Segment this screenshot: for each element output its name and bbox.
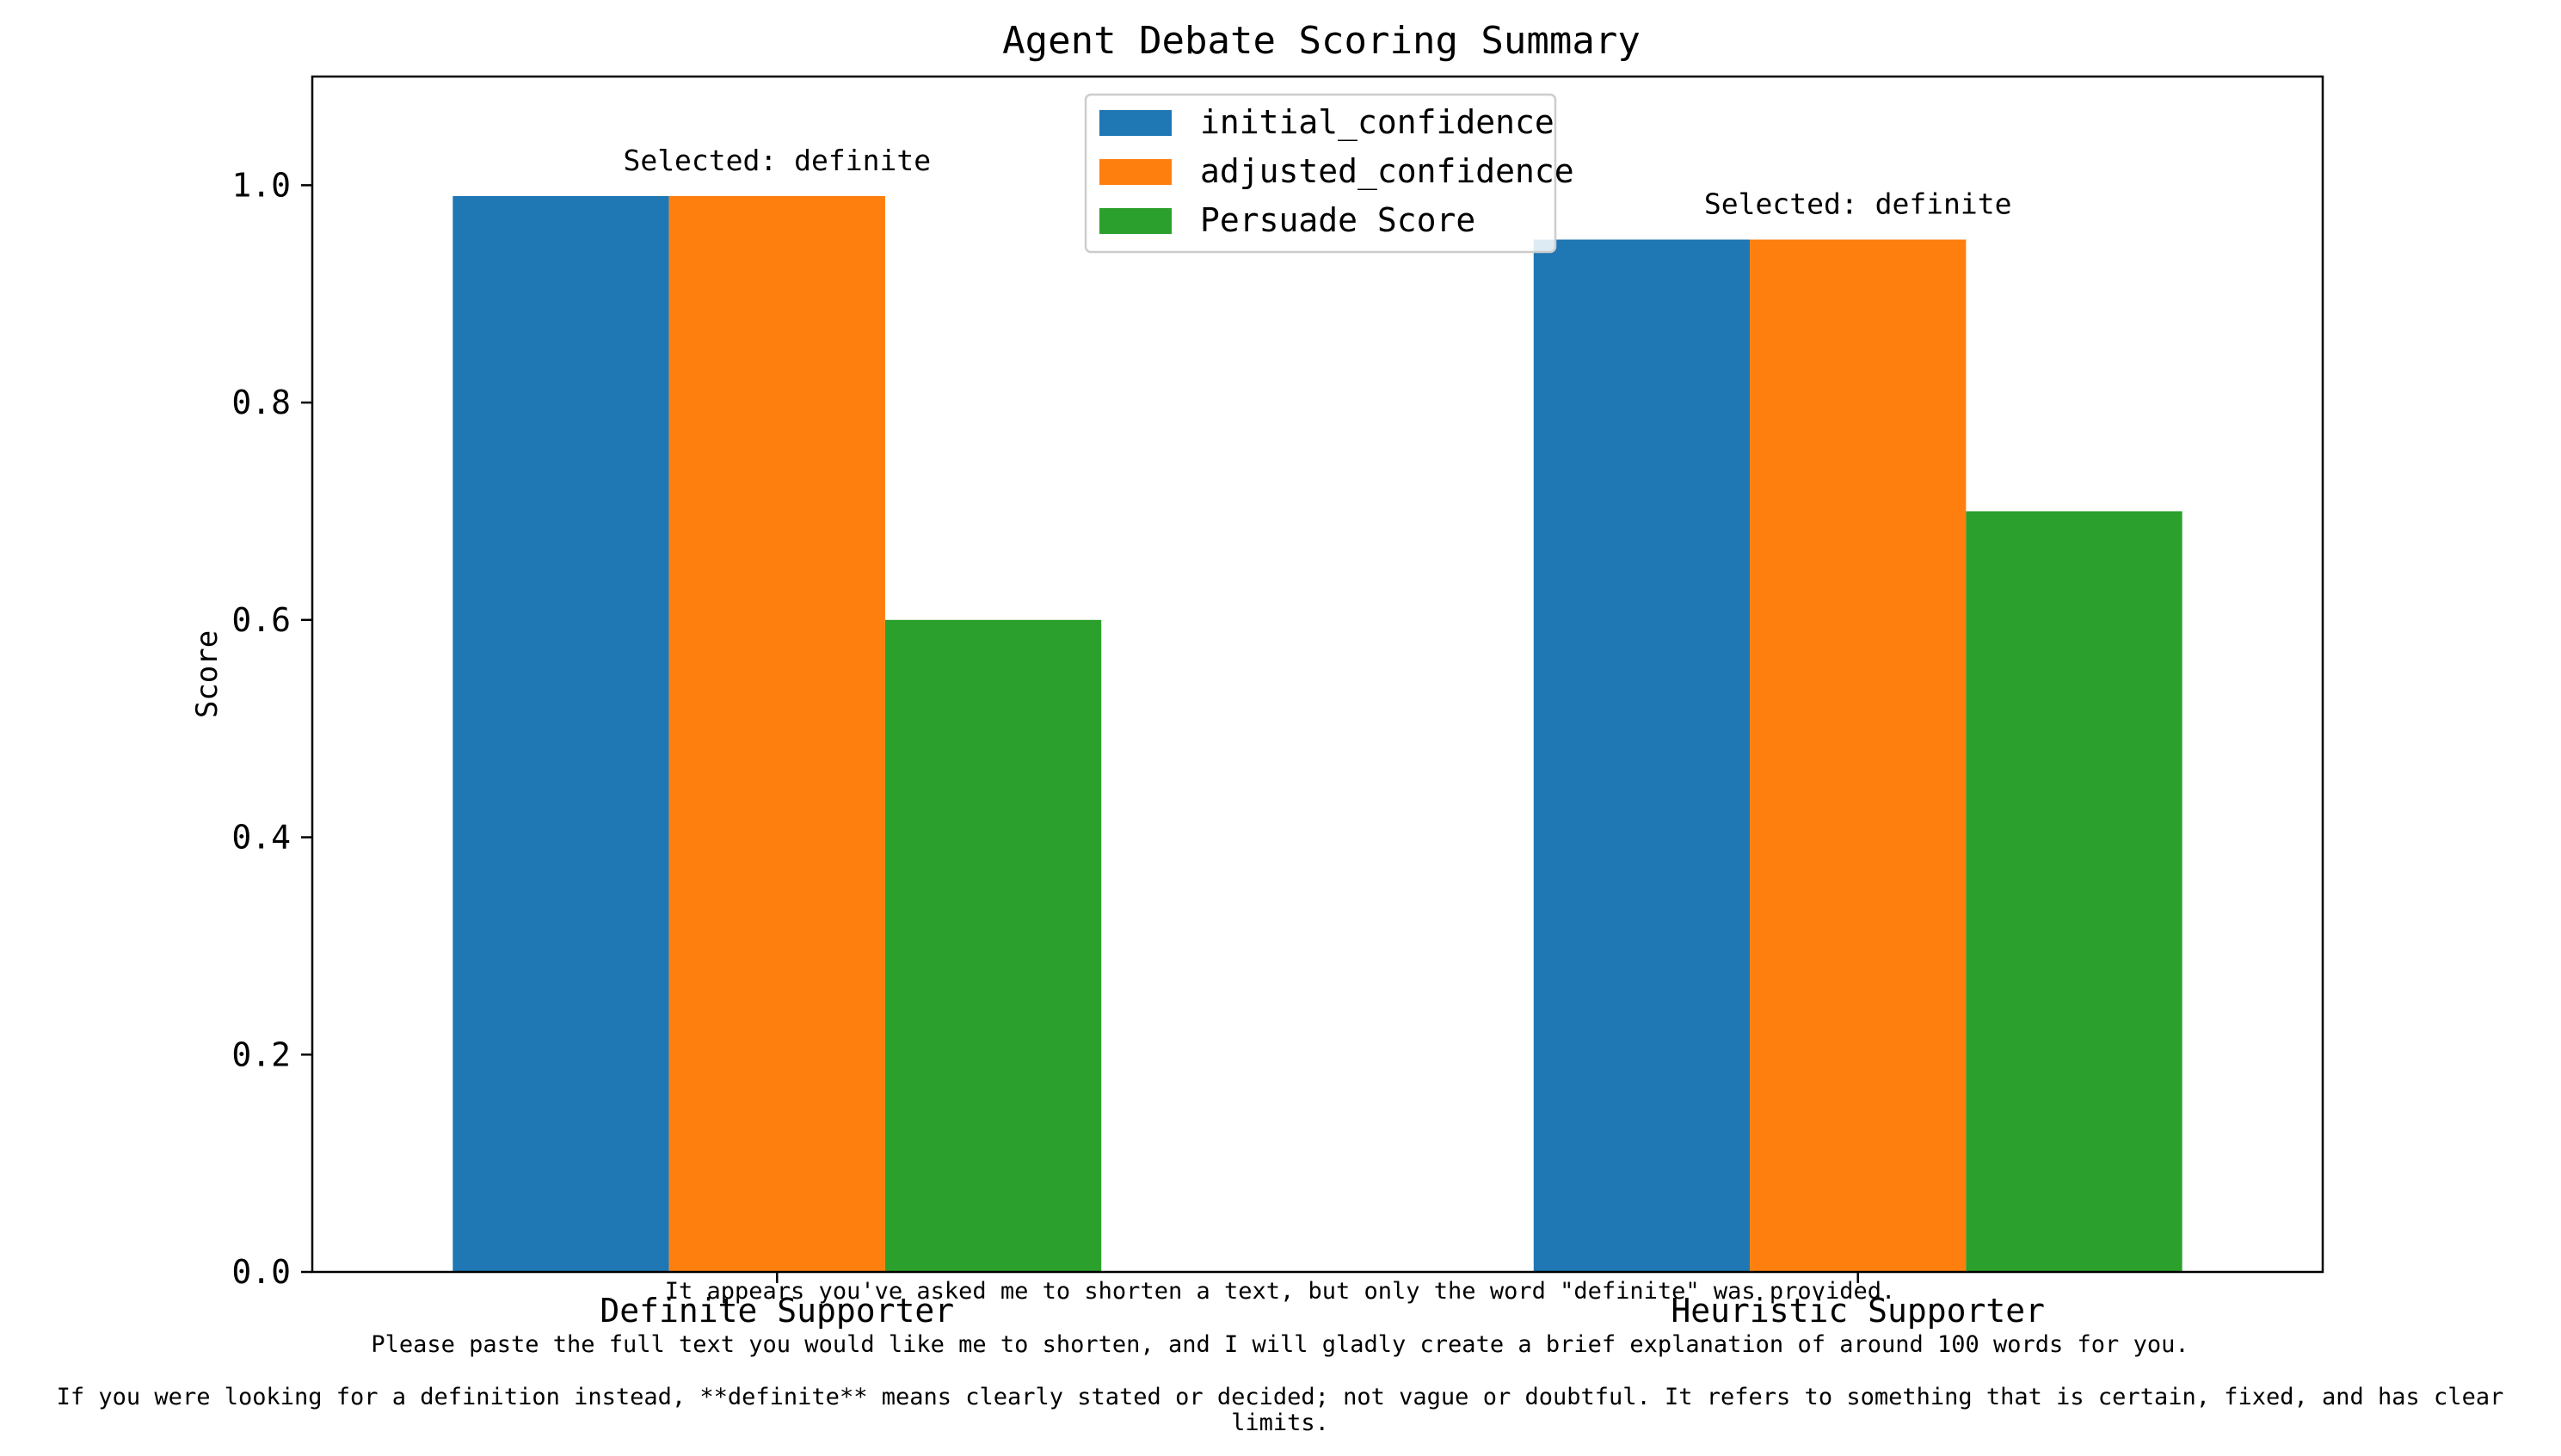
footer-line-1: It appears you've asked me to shorten a …	[665, 1278, 1895, 1305]
plot-frame	[311, 75, 2324, 1274]
footer-line-3: If you were looking for a definition ins…	[57, 1384, 2504, 1410]
legend-label-persuade-score: Persuade Score	[1200, 201, 1475, 239]
y-tick-label: 0.4	[231, 819, 291, 857]
x-tick-label-definite-supporter: Definite Supporter	[600, 1292, 954, 1330]
y-tick-label: 1.0	[231, 166, 291, 204]
legend-swatch-initial-confidence	[1099, 110, 1172, 136]
x-tick-label-heuristic-supporter: Heuristic Supporter	[1671, 1292, 2045, 1330]
footer-line-2: Please paste the full text you would lik…	[371, 1331, 2189, 1358]
footer-note: It appears you've asked me to shorten a …	[57, 1278, 2504, 1436]
bar-persuade-score-definite-supporter	[884, 619, 1102, 1272]
annotation-layer: Selected: definite Selected: definite	[623, 144, 2011, 221]
y-tick-label: 0.2	[231, 1035, 291, 1073]
legend-label-initial-confidence: initial_confidence	[1200, 103, 1554, 142]
bar-persuade-score-heuristic-supporter	[1966, 511, 2182, 1272]
y-tick-label: 0.6	[231, 601, 291, 639]
bar-adjusted-confidence-definite-supporter	[668, 196, 885, 1272]
y-tick-label: 0.0	[231, 1253, 291, 1291]
bar-annotation-definite-supporter: Selected: definite	[623, 144, 931, 177]
bar-initial-confidence-heuristic-supporter	[1533, 239, 1751, 1273]
y-axis: 0.0 0.2 0.4 0.6 0.8 1.0	[231, 166, 312, 1291]
legend-label-adjusted-confidence: adjusted_confidence	[1200, 152, 1574, 191]
x-axis: Definite Supporter Heuristic Supporter	[600, 1272, 2045, 1330]
y-tick-label: 0.8	[231, 384, 291, 421]
legend-swatch-persuade-score	[1099, 208, 1172, 234]
footer-line-4: limits.	[1231, 1410, 1329, 1436]
bar-adjusted-confidence-heuristic-supporter	[1750, 239, 1967, 1273]
legend-box	[1084, 93, 1557, 254]
legend-swatch-adjusted-confidence	[1099, 159, 1172, 185]
bars-layer	[452, 196, 2182, 1273]
bar-initial-confidence-definite-supporter	[452, 196, 669, 1272]
y-axis-label: Score	[190, 630, 225, 718]
chart-title: Agent Debate Scoring Summary	[1002, 19, 1641, 63]
legend: initial_confidence adjusted_confidence P…	[1084, 93, 1574, 254]
bar-annotation-heuristic-supporter: Selected: definite	[1704, 187, 2012, 221]
